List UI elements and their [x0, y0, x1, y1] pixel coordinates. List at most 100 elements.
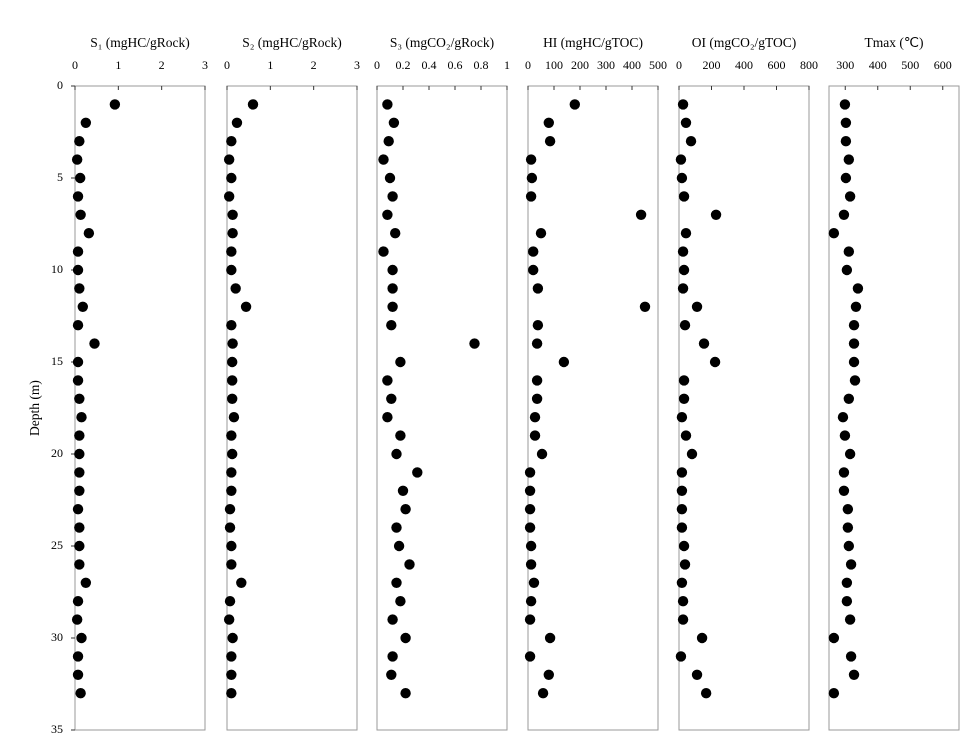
- point: [848, 356, 860, 368]
- point: [524, 522, 536, 533]
- point: [543, 117, 554, 128]
- point: [848, 669, 860, 680]
- x-tick-label: 500: [901, 58, 919, 72]
- point: [387, 614, 398, 625]
- point: [378, 246, 389, 257]
- point: [535, 228, 547, 239]
- y-tick-label: 10: [51, 262, 63, 276]
- point: [840, 136, 852, 147]
- point: [543, 669, 554, 680]
- point: [397, 485, 409, 496]
- point: [525, 540, 537, 552]
- point: [558, 356, 570, 368]
- point: [844, 448, 856, 460]
- x-tick-label: 1: [504, 58, 510, 72]
- point: [76, 632, 87, 644]
- point: [844, 614, 856, 625]
- plot-frame: [828, 85, 960, 731]
- point: [227, 338, 238, 349]
- point: [841, 577, 853, 588]
- point: [383, 136, 394, 147]
- point: [525, 191, 537, 202]
- x-tick-label: 300: [836, 58, 854, 72]
- point: [75, 172, 86, 184]
- point: [382, 375, 393, 386]
- point: [382, 209, 393, 220]
- point: [675, 154, 687, 165]
- x-tick-label: 200: [703, 58, 721, 72]
- point: [843, 540, 855, 552]
- plot-frame: [376, 85, 508, 731]
- x-tick-label: 600: [934, 58, 952, 72]
- point: [226, 430, 237, 441]
- point: [536, 448, 548, 460]
- point: [378, 154, 389, 165]
- point: [76, 412, 87, 423]
- x-tick-label: 600: [768, 58, 786, 72]
- point: [400, 504, 411, 515]
- x-tick-label: 1: [267, 58, 273, 72]
- point: [74, 559, 85, 570]
- point: [404, 559, 415, 570]
- x-tick-label: 100: [545, 58, 563, 72]
- point: [841, 264, 853, 276]
- point: [528, 246, 539, 257]
- point: [226, 172, 237, 184]
- point: [395, 430, 406, 441]
- point: [386, 393, 397, 404]
- x-tick-label: 800: [800, 58, 818, 72]
- point: [700, 688, 712, 699]
- point: [387, 301, 398, 312]
- point: [839, 99, 851, 110]
- panel-title: S₂ (mgHC/gRock): [242, 35, 342, 50]
- point: [226, 540, 237, 552]
- point: [226, 651, 237, 662]
- point: [226, 688, 237, 699]
- point: [676, 577, 688, 588]
- point: [228, 412, 240, 423]
- point: [71, 154, 83, 165]
- panel-title: Tmax (℃): [864, 35, 923, 50]
- point: [532, 320, 544, 331]
- point: [849, 375, 861, 386]
- point: [227, 632, 238, 644]
- panel-title: S₁ (mgHC/gRock): [90, 35, 190, 50]
- point: [676, 485, 688, 496]
- y-tick-label: 15: [51, 354, 63, 368]
- point: [848, 320, 860, 331]
- point: [843, 246, 855, 257]
- panel-title: OI (mgCO₂/gTOC): [692, 35, 797, 50]
- point: [387, 191, 398, 202]
- point: [544, 632, 556, 644]
- point: [387, 283, 398, 294]
- y-tick-label: 20: [51, 446, 63, 460]
- x-tick-label: 0.2: [396, 58, 411, 72]
- x-tick-label: 0.8: [474, 58, 489, 72]
- panel-title: HI (mgHC/gTOC): [543, 35, 643, 50]
- point: [384, 172, 396, 184]
- point: [845, 559, 857, 570]
- point: [635, 209, 647, 220]
- point: [387, 264, 398, 276]
- point: [686, 448, 698, 460]
- point: [223, 154, 235, 165]
- point: [74, 430, 85, 441]
- point: [678, 540, 690, 552]
- point: [842, 522, 854, 533]
- y-tick-label: 5: [57, 170, 63, 184]
- point: [837, 412, 849, 423]
- point: [531, 338, 543, 349]
- point: [678, 264, 690, 276]
- x-tick-label: 400: [869, 58, 887, 72]
- point: [828, 228, 840, 239]
- point: [679, 320, 691, 331]
- point: [75, 209, 86, 220]
- point: [531, 375, 543, 386]
- point: [74, 540, 85, 552]
- x-tick-label: 3: [354, 58, 360, 72]
- point: [639, 301, 651, 312]
- point: [226, 485, 237, 496]
- point: [391, 448, 402, 460]
- point: [227, 375, 238, 386]
- x-tick-label: 2: [311, 58, 317, 72]
